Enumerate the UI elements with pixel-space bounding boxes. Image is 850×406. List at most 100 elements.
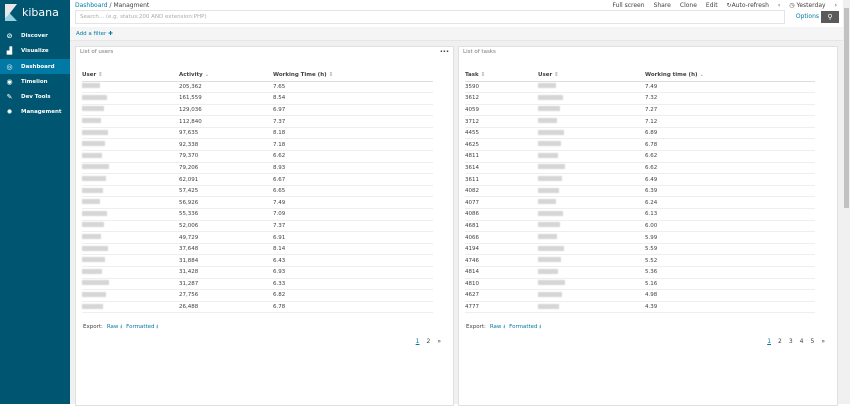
export-formatted-link[interactable]: Formatted ⭳ bbox=[509, 324, 541, 330]
user-cell bbox=[538, 104, 645, 117]
task-cell: 4082 bbox=[465, 185, 538, 198]
export-raw-link[interactable]: Raw ⭳ bbox=[490, 324, 505, 330]
redacted-user bbox=[82, 303, 103, 309]
user-cell bbox=[538, 301, 645, 314]
sort-icon: ⌄ bbox=[204, 72, 210, 79]
user-cell bbox=[538, 254, 645, 267]
scrollbar[interactable] bbox=[843, 0, 850, 404]
redacted-user bbox=[538, 257, 561, 263]
download-icon: ⭳ bbox=[503, 324, 506, 330]
redacted-user bbox=[82, 164, 109, 170]
page-link[interactable]: 2 bbox=[426, 338, 431, 345]
table-row: 37,648 8.14 bbox=[82, 243, 433, 256]
export-formatted-link[interactable]: Formatted ⭳ bbox=[126, 324, 158, 330]
working-time-cell: 7.18 bbox=[273, 138, 433, 152]
user-cell bbox=[82, 278, 179, 291]
time-picker[interactable]: ◷ Yesterday bbox=[789, 2, 825, 9]
user-cell bbox=[538, 266, 645, 279]
working-time-cell: 6.33 bbox=[273, 278, 433, 291]
time-next-button[interactable]: › bbox=[834, 2, 837, 9]
user-cell bbox=[82, 266, 179, 279]
breadcrumb-dashboard[interactable]: Dashboard bbox=[75, 2, 108, 9]
redacted-user bbox=[82, 257, 105, 263]
task-cell: 4625 bbox=[465, 138, 538, 152]
activity-cell: 79,206 bbox=[179, 162, 273, 175]
working-time-cell: 6.24 bbox=[645, 196, 815, 210]
kibana-logo[interactable]: kibana bbox=[5, 4, 59, 21]
page-link[interactable]: » bbox=[821, 338, 825, 345]
search-button[interactable]: ⚲ bbox=[821, 11, 839, 23]
sort-icon: ⇕ bbox=[328, 72, 334, 79]
page-link[interactable]: 1 bbox=[415, 338, 420, 345]
working-time-cell: 6.67 bbox=[273, 173, 433, 186]
sidebar-item-discover[interactable]: ⊘ Discover bbox=[0, 28, 70, 43]
user-cell bbox=[82, 196, 179, 210]
options-button[interactable]: Options bbox=[795, 13, 819, 20]
page-link[interactable]: » bbox=[437, 338, 441, 345]
table-row: 4811 6.62 bbox=[465, 150, 815, 163]
download-icon: ⭳ bbox=[539, 324, 542, 330]
clone-button[interactable]: Clone bbox=[679, 2, 697, 9]
task-cell: 3611 bbox=[465, 173, 538, 186]
user-cell bbox=[82, 231, 179, 244]
column-header[interactable]: Working Time (h) ⇕ bbox=[273, 70, 433, 82]
compass-icon: ⊘ bbox=[6, 31, 13, 40]
sidebar-item-visualize[interactable]: ▟ Visualize bbox=[0, 43, 70, 58]
page-link[interactable]: 3 bbox=[788, 338, 793, 345]
share-button[interactable]: Share bbox=[653, 2, 671, 9]
redacted-user bbox=[82, 118, 101, 124]
activity-cell: 27,756 bbox=[179, 289, 273, 302]
pagination: 1 2 3 4 5 » bbox=[767, 338, 825, 345]
time-prev-button[interactable]: ‹ bbox=[777, 2, 781, 9]
filter-bar: Add a filter ✚ bbox=[70, 27, 843, 41]
user-cell bbox=[538, 138, 645, 152]
sort-icon: ⇕ bbox=[554, 72, 559, 79]
sidebar-item-management[interactable]: ✹ Management bbox=[0, 104, 70, 119]
sidebar-item-timelion[interactable]: ◉ Timelion bbox=[0, 74, 70, 89]
sidebar-item-dashboard[interactable]: ◎ Dashboard bbox=[0, 59, 70, 74]
redacted-user bbox=[538, 234, 557, 240]
page-link[interactable]: 5 bbox=[810, 338, 815, 345]
redacted-user bbox=[538, 245, 564, 251]
edit-button[interactable]: Edit bbox=[705, 2, 718, 9]
user-cell bbox=[538, 208, 645, 221]
scrollbar-thumb[interactable] bbox=[844, 8, 849, 208]
working-time-cell: 6.82 bbox=[273, 289, 433, 302]
panel-title: List of tasks bbox=[463, 49, 496, 55]
user-cell bbox=[82, 150, 179, 163]
app-name: kibana bbox=[22, 6, 59, 19]
column-header[interactable]: Working time (h) ⌄ bbox=[645, 70, 815, 82]
column-header[interactable]: Task ⇕ bbox=[465, 70, 538, 82]
user-cell bbox=[82, 173, 179, 186]
table-row: 4455 6.89 bbox=[465, 127, 815, 140]
auto-refresh-button[interactable]: ↻Auto-refresh bbox=[727, 2, 769, 9]
working-time-cell: 7.49 bbox=[645, 81, 815, 94]
panel-menu-icon[interactable]: ··· bbox=[439, 47, 449, 56]
column-header[interactable]: Activity ⌄ bbox=[179, 70, 273, 82]
dashboard-icon: ◎ bbox=[6, 62, 13, 71]
task-cell: 3612 bbox=[465, 92, 538, 105]
search-input[interactable]: Search... (e.g. status:200 AND extension… bbox=[75, 10, 785, 24]
table-row: 3611 6.49 bbox=[465, 173, 815, 186]
full-screen-button[interactable]: Full screen bbox=[612, 2, 645, 9]
redacted-user bbox=[538, 303, 559, 309]
redacted-user bbox=[82, 245, 108, 251]
page-link[interactable]: 4 bbox=[799, 338, 804, 345]
plus-icon: ✚ bbox=[108, 31, 113, 37]
export-raw-link[interactable]: Raw ⭳ bbox=[107, 324, 122, 330]
working-time-cell: 8.93 bbox=[273, 162, 433, 175]
table-row: 92,338 7.18 bbox=[82, 138, 433, 152]
column-header[interactable]: User ⇕ bbox=[82, 70, 179, 82]
sidebar-item-dev-tools[interactable]: ✎ Dev Tools bbox=[0, 89, 70, 104]
redacted-user bbox=[538, 187, 559, 193]
add-filter-button[interactable]: Add a filter ✚ bbox=[76, 31, 113, 37]
working-time-cell: 5.59 bbox=[645, 243, 815, 256]
activity-cell: 26,488 bbox=[179, 301, 273, 314]
user-cell bbox=[82, 243, 179, 256]
column-header[interactable]: User ⇕ bbox=[538, 70, 645, 82]
page-link[interactable]: 2 bbox=[778, 338, 782, 345]
page-link[interactable]: 1 bbox=[767, 338, 772, 345]
activity-cell: 92,338 bbox=[179, 138, 273, 152]
sidebar-item-label: Visualize bbox=[21, 47, 49, 54]
table-row: 55,336 7.09 bbox=[82, 208, 433, 221]
